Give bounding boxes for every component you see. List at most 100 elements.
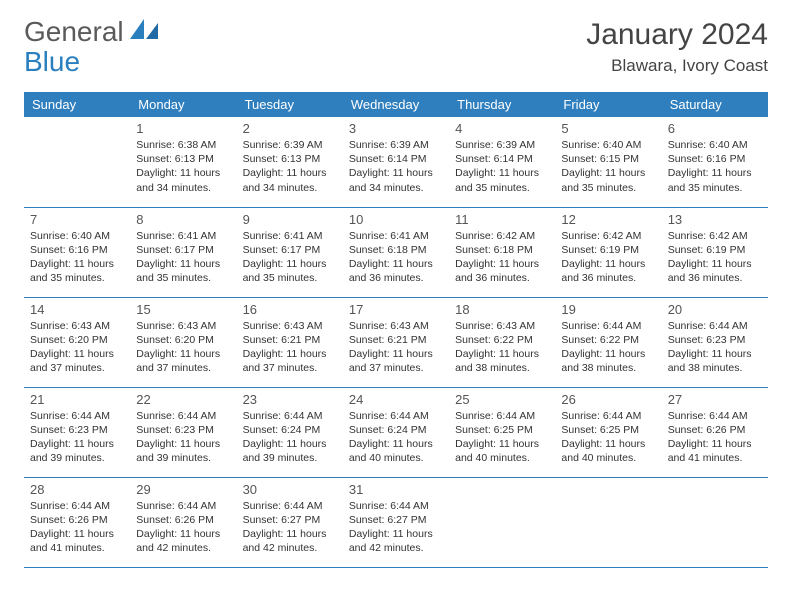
day-number: 28 — [30, 482, 124, 497]
day-info-line: and 35 minutes. — [668, 181, 762, 195]
day-info-line: Sunrise: 6:44 AM — [561, 409, 655, 423]
calendar-day: 23Sunrise: 6:44 AMSunset: 6:24 PMDayligh… — [237, 387, 343, 477]
calendar-day: 2Sunrise: 6:39 AMSunset: 6:13 PMDaylight… — [237, 117, 343, 207]
calendar-day: 1Sunrise: 6:38 AMSunset: 6:13 PMDaylight… — [130, 117, 236, 207]
day-number: 19 — [561, 302, 655, 317]
calendar-day: 3Sunrise: 6:39 AMSunset: 6:14 PMDaylight… — [343, 117, 449, 207]
calendar-day: 10Sunrise: 6:41 AMSunset: 6:18 PMDayligh… — [343, 207, 449, 297]
day-info-line: Sunset: 6:13 PM — [243, 152, 337, 166]
day-info-line: and 41 minutes. — [668, 451, 762, 465]
day-info-line: Sunrise: 6:44 AM — [243, 409, 337, 423]
day-header: Sunday — [24, 92, 130, 117]
title-block: January 2024 Blawara, Ivory Coast — [586, 18, 768, 76]
day-info-line: and 40 minutes. — [455, 451, 549, 465]
sail-icon — [130, 19, 160, 46]
day-number: 30 — [243, 482, 337, 497]
day-info-line: Sunrise: 6:44 AM — [136, 499, 230, 513]
day-number: 1 — [136, 121, 230, 136]
day-number: 2 — [243, 121, 337, 136]
day-info-line: Daylight: 11 hours — [668, 347, 762, 361]
day-number: 9 — [243, 212, 337, 227]
day-number: 18 — [455, 302, 549, 317]
day-info-line: Sunset: 6:27 PM — [349, 513, 443, 527]
day-info-line: Daylight: 11 hours — [30, 347, 124, 361]
calendar-head: SundayMondayTuesdayWednesdayThursdayFrid… — [24, 92, 768, 117]
day-info-line: and 37 minutes. — [349, 361, 443, 375]
calendar-body: 1Sunrise: 6:38 AMSunset: 6:13 PMDaylight… — [24, 117, 768, 567]
day-info-line: Daylight: 11 hours — [455, 257, 549, 271]
calendar-day: 7Sunrise: 6:40 AMSunset: 6:16 PMDaylight… — [24, 207, 130, 297]
day-number: 31 — [349, 482, 443, 497]
day-info-line: Daylight: 11 hours — [455, 166, 549, 180]
day-info-line: and 39 minutes. — [243, 451, 337, 465]
calendar-week: 1Sunrise: 6:38 AMSunset: 6:13 PMDaylight… — [24, 117, 768, 207]
day-info-line: and 38 minutes. — [561, 361, 655, 375]
calendar-day: 26Sunrise: 6:44 AMSunset: 6:25 PMDayligh… — [555, 387, 661, 477]
day-number: 20 — [668, 302, 762, 317]
header: General Blue January 2024 Blawara, Ivory… — [24, 18, 768, 78]
day-number: 13 — [668, 212, 762, 227]
day-info-line: and 42 minutes. — [136, 541, 230, 555]
calendar-day: 14Sunrise: 6:43 AMSunset: 6:20 PMDayligh… — [24, 297, 130, 387]
day-info-line: Daylight: 11 hours — [455, 437, 549, 451]
day-info-line: Sunset: 6:25 PM — [455, 423, 549, 437]
day-header: Saturday — [662, 92, 768, 117]
day-info-line: and 38 minutes. — [668, 361, 762, 375]
calendar-day: 9Sunrise: 6:41 AMSunset: 6:17 PMDaylight… — [237, 207, 343, 297]
day-info-line: Sunset: 6:18 PM — [349, 243, 443, 257]
day-info-line: Sunset: 6:24 PM — [243, 423, 337, 437]
day-info-line: Daylight: 11 hours — [561, 166, 655, 180]
day-info-line: and 38 minutes. — [455, 361, 549, 375]
day-info-line: and 36 minutes. — [561, 271, 655, 285]
calendar-day: 30Sunrise: 6:44 AMSunset: 6:27 PMDayligh… — [237, 477, 343, 567]
day-info-line: and 35 minutes. — [455, 181, 549, 195]
day-info-line: Daylight: 11 hours — [30, 257, 124, 271]
logo-text-block: General Blue — [24, 18, 160, 78]
day-info-line: Daylight: 11 hours — [243, 437, 337, 451]
day-info-line: Daylight: 11 hours — [243, 166, 337, 180]
calendar-day: 17Sunrise: 6:43 AMSunset: 6:21 PMDayligh… — [343, 297, 449, 387]
day-info-line: Sunset: 6:14 PM — [349, 152, 443, 166]
day-info-line: Sunrise: 6:43 AM — [455, 319, 549, 333]
calendar-day: 27 Sunrise: 6:44 AMSunset: 6:26 PMDayligh… — [662, 387, 768, 477]
day-info-line: Sunrise: 6:44 AM — [30, 409, 124, 423]
calendar-day: 12Sunrise: 6:42 AMSunset: 6:19 PMDayligh… — [555, 207, 661, 297]
day-info-line: Sunset: 6:23 PM — [30, 423, 124, 437]
day-info-line: Daylight: 11 hours — [349, 166, 443, 180]
day-info-line: Sunset: 6:14 PM — [455, 152, 549, 166]
day-info-line: Sunrise: 6:39 AM — [455, 138, 549, 152]
day-info-line: Daylight: 11 hours — [561, 257, 655, 271]
day-info-line: and 34 minutes. — [349, 181, 443, 195]
day-info-line: Daylight: 11 hours — [136, 257, 230, 271]
day-info-line: Sunset: 6:19 PM — [668, 243, 762, 257]
day-info-line: and 39 minutes. — [136, 451, 230, 465]
day-info-line: and 37 minutes. — [243, 361, 337, 375]
day-info-line: Sunrise: 6:41 AM — [349, 229, 443, 243]
day-info-line: Sunset: 6:24 PM — [349, 423, 443, 437]
day-info-line: Sunrise: 6:44 AM — [668, 409, 762, 423]
day-number: 5 — [561, 121, 655, 136]
day-header: Tuesday — [237, 92, 343, 117]
page-subtitle: Blawara, Ivory Coast — [586, 56, 768, 76]
day-info-line: and 34 minutes. — [136, 181, 230, 195]
day-number: 27 — [668, 392, 762, 407]
calendar-day: 24Sunrise: 6:44 AMSunset: 6:24 PMDayligh… — [343, 387, 449, 477]
day-info-line: Daylight: 11 hours — [30, 527, 124, 541]
day-info-line: Sunset: 6:21 PM — [243, 333, 337, 347]
day-info-line: Daylight: 11 hours — [668, 437, 762, 451]
day-info-line: Sunset: 6:23 PM — [136, 423, 230, 437]
day-number: 10 — [349, 212, 443, 227]
day-info-line: Sunset: 6:26 PM — [668, 423, 762, 437]
day-info-line: Sunset: 6:18 PM — [455, 243, 549, 257]
day-info-line: Sunrise: 6:43 AM — [349, 319, 443, 333]
day-info-line: Sunrise: 6:38 AM — [136, 138, 230, 152]
day-info-line: Sunrise: 6:43 AM — [30, 319, 124, 333]
day-info-line: and 37 minutes. — [30, 361, 124, 375]
calendar-day: 29Sunrise: 6:44 AMSunset: 6:26 PMDayligh… — [130, 477, 236, 567]
day-info-line: and 41 minutes. — [30, 541, 124, 555]
day-info-line: and 36 minutes. — [668, 271, 762, 285]
day-info-line: Sunset: 6:22 PM — [561, 333, 655, 347]
day-info-line: Daylight: 11 hours — [136, 166, 230, 180]
day-info-line: Sunrise: 6:44 AM — [349, 409, 443, 423]
day-info-line: and 37 minutes. — [136, 361, 230, 375]
